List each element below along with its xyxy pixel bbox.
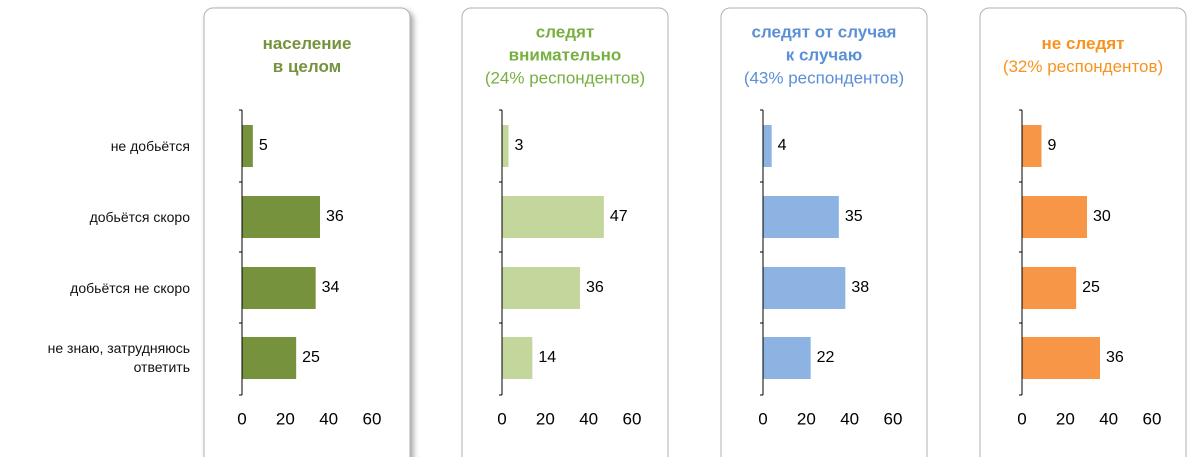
bar — [1022, 196, 1087, 238]
value-label: 30 — [1093, 208, 1111, 225]
panel-title: не следят — [1042, 34, 1125, 53]
bar — [502, 196, 604, 238]
x-tick-label: 0 — [1017, 409, 1026, 428]
panel-subtitle: (43% респондентов) — [744, 68, 904, 87]
bar — [242, 267, 316, 309]
x-tick-label: 20 — [276, 409, 295, 428]
value-label: 14 — [538, 349, 556, 366]
x-tick-label: 0 — [237, 409, 246, 428]
bar — [1022, 267, 1077, 309]
bar — [763, 196, 839, 238]
bar — [1022, 125, 1042, 167]
panel-subtitle: (24% респондентов) — [485, 68, 645, 87]
value-label: 25 — [1082, 279, 1100, 296]
x-tick-label: 60 — [363, 409, 382, 428]
panel-title: внимательно — [509, 45, 622, 64]
bar — [763, 125, 772, 167]
x-tick-label: 0 — [758, 409, 767, 428]
value-label: 4 — [778, 137, 787, 154]
x-tick-label: 60 — [623, 409, 642, 428]
panel-title: следят от случая — [752, 22, 897, 41]
x-tick-label: 40 — [840, 409, 859, 428]
x-tick-label: 0 — [497, 409, 506, 428]
x-tick-label: 40 — [1099, 409, 1118, 428]
value-label: 5 — [259, 137, 268, 154]
x-tick-label: 60 — [884, 409, 903, 428]
category-label: добьётся не скоро — [70, 279, 190, 296]
value-label: 36 — [326, 208, 344, 225]
value-label: 38 — [851, 279, 869, 296]
value-label: 36 — [586, 279, 604, 296]
bar — [502, 267, 580, 309]
category-label: не добьётся — [110, 137, 190, 154]
bar — [763, 337, 811, 379]
value-label: 25 — [302, 349, 320, 366]
panel-subtitle: (32% респондентов) — [1003, 57, 1163, 76]
bar — [763, 267, 846, 309]
value-label: 22 — [817, 349, 835, 366]
category-label: не знаю, затрудняюсь ответить — [47, 340, 190, 375]
x-tick-label: 20 — [797, 409, 816, 428]
bar — [242, 125, 253, 167]
value-label: 9 — [1048, 137, 1057, 154]
x-tick-label: 40 — [579, 409, 598, 428]
value-label: 47 — [610, 208, 628, 225]
bar — [502, 337, 533, 379]
bar — [1022, 337, 1100, 379]
value-label: 36 — [1106, 349, 1124, 366]
value-label: 3 — [515, 137, 524, 154]
category-label: добьётся скоро — [89, 208, 190, 225]
x-tick-label: 20 — [536, 409, 555, 428]
value-label: 34 — [322, 279, 340, 296]
bar — [242, 337, 297, 379]
x-tick-label: 40 — [319, 409, 338, 428]
value-label: 35 — [845, 208, 863, 225]
bar — [502, 125, 509, 167]
panel-title: в целом — [273, 57, 341, 76]
bar — [242, 196, 320, 238]
x-tick-label: 20 — [1056, 409, 1075, 428]
panel-title: население — [263, 34, 352, 53]
panel-title: следят — [536, 22, 595, 41]
panel-title: к случаю — [786, 45, 863, 64]
x-tick-label: 60 — [1143, 409, 1162, 428]
